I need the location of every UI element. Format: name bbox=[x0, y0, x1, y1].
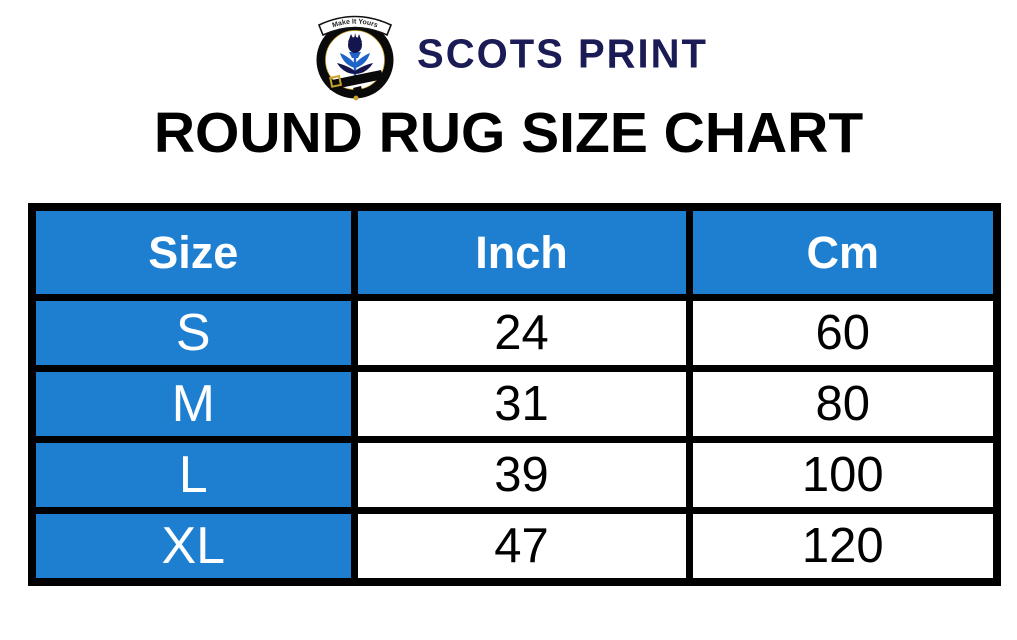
cm-value: 120 bbox=[685, 507, 1001, 586]
cm-value: 80 bbox=[685, 365, 1001, 443]
table-row: M 31 80 bbox=[28, 365, 1001, 443]
clan-crest-icon: Make It Yours bbox=[316, 15, 394, 101]
size-value: M bbox=[28, 365, 358, 443]
size-chart-table: Size Inch Cm S 24 60 M 31 80 L 39 100 XL… bbox=[28, 203, 1001, 586]
table-row: L 39 100 bbox=[28, 436, 1001, 514]
cm-value: 60 bbox=[685, 294, 1001, 372]
table-row: XL 47 120 bbox=[28, 507, 1001, 586]
belt-buckle-icon bbox=[327, 70, 385, 101]
size-value: XL bbox=[28, 507, 358, 586]
header-row: Size Inch Cm bbox=[28, 203, 1001, 301]
brand-header: Make It Yours SCOTS PRINT bbox=[0, 6, 1017, 102]
column-header-inch: Inch bbox=[350, 203, 693, 301]
motto-text: Make It Yours bbox=[332, 18, 379, 29]
page-title: ROUND RUG SIZE CHART bbox=[153, 101, 864, 165]
table-row: S 24 60 bbox=[28, 294, 1001, 372]
column-header-size: Size bbox=[28, 203, 358, 301]
inch-value: 24 bbox=[350, 294, 693, 372]
brand-name: SCOTS PRINT bbox=[417, 31, 708, 76]
cm-value: 100 bbox=[685, 436, 1001, 514]
size-value: S bbox=[28, 294, 358, 372]
inch-value: 31 bbox=[350, 365, 693, 443]
inch-value: 47 bbox=[350, 507, 693, 586]
motto-banner: Make It Yours bbox=[318, 15, 393, 37]
inch-value: 39 bbox=[350, 436, 693, 514]
size-value: L bbox=[28, 436, 358, 514]
thistle-icon bbox=[337, 33, 374, 78]
column-header-cm: Cm bbox=[685, 203, 1001, 301]
